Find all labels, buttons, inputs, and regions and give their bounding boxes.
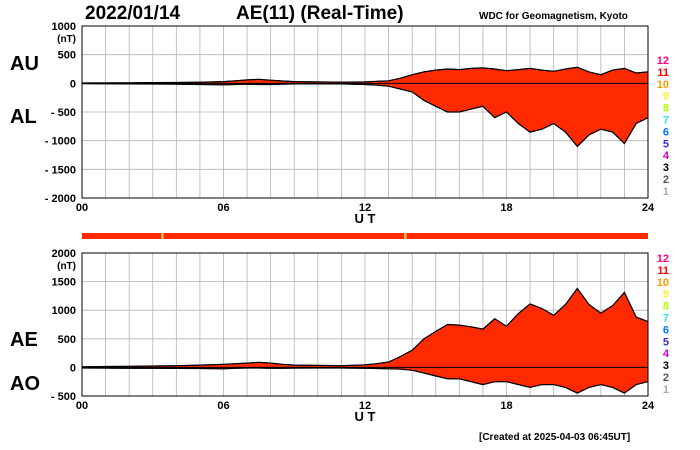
panel1-ytick-label: 1000 <box>52 21 76 33</box>
quality-bar-mark <box>404 233 407 239</box>
panel1-ytick-label: 500 <box>58 50 76 62</box>
panel1-level-label: 8 <box>663 103 669 115</box>
chart-title: AE(11) (Real-Time) <box>236 3 404 24</box>
panel1-level-label: 4 <box>663 150 670 162</box>
panel2-xtick-label: 18 <box>500 400 512 412</box>
panel1-unit-label: (nT) <box>57 34 76 45</box>
panel2-xtick-label: 00 <box>76 400 88 412</box>
panel1-xtick-label: 24 <box>642 202 655 214</box>
panel1-level-label: 9 <box>663 91 669 103</box>
panel1-level-label: 11 <box>657 67 669 79</box>
panel1-series-label: AL <box>10 106 37 128</box>
panel2-xtick-label: 06 <box>217 400 229 412</box>
panel2-level-label: 10 <box>657 277 669 289</box>
quality-bar <box>82 233 648 239</box>
panel2-level-label: 8 <box>663 301 669 313</box>
panel1-series-label: AU <box>10 53 39 75</box>
panel2-ytick-label: 0 <box>70 362 76 374</box>
created-timestamp: [Created at 2025-04-03 06:45UT] <box>479 432 631 443</box>
data-source: WDC for Geomagnetism, Kyoto <box>479 11 628 22</box>
panel2-level-label: 6 <box>663 324 669 336</box>
panel1-xtick-label: 12 <box>359 202 371 214</box>
panel2-unit-label: (nT) <box>57 261 76 272</box>
panel2-level-label: 5 <box>663 336 669 348</box>
panel2-level-label: 9 <box>663 289 669 301</box>
panel1-ytick-label: - 2000 <box>45 193 76 205</box>
panel2-level-label: 11 <box>657 265 669 277</box>
panel1-ytick-label: - 1500 <box>45 164 76 176</box>
panel1-frame <box>81 25 649 199</box>
panel2-ytick-label: 500 <box>58 334 76 346</box>
panel2-level-label: 3 <box>663 360 669 372</box>
panel1-level-label: 1 <box>663 186 669 198</box>
panel2-lower-line <box>81 367 649 394</box>
panel1-level-label: 7 <box>663 115 669 127</box>
panel2-ytick-label: 1500 <box>52 277 76 289</box>
panel1-xtick-label: 00 <box>76 202 88 214</box>
panel2-level-label: 1 <box>663 384 669 396</box>
panel2-level-label: 7 <box>663 313 669 325</box>
panel2-series-label: AE <box>10 329 38 351</box>
panel2-series-label: AO <box>10 373 40 395</box>
panel1-level-label: 5 <box>663 138 669 150</box>
panel2-xtick-label: 12 <box>359 400 371 412</box>
panel2-level-label: 12 <box>657 253 669 265</box>
panel1-lower-line <box>81 83 649 148</box>
panel1-level-label: 2 <box>663 174 669 186</box>
panel2-frame <box>81 252 649 397</box>
header-date: 2022/01/14 <box>85 3 181 24</box>
panel1-ytick-label: 0 <box>70 78 76 90</box>
panel1-xtick-label: 18 <box>500 202 512 214</box>
panel1-xtick-label: 06 <box>217 202 229 214</box>
panel1-level-label: 3 <box>663 162 669 174</box>
panel1-level-label: 10 <box>657 79 669 91</box>
panel2-upper-line <box>81 287 649 368</box>
panel2-ytick-label: 1000 <box>52 305 76 317</box>
panel2-level-label: 4 <box>663 348 670 360</box>
panel2-ytick-label: - 500 <box>51 391 76 403</box>
panel1-upper-line <box>81 66 649 84</box>
panel1-level-label: 12 <box>657 55 669 67</box>
panel2-xaxis-label: U T <box>355 409 376 424</box>
panel1-level-label: 6 <box>663 126 669 138</box>
panel2-level-label: 2 <box>663 372 669 384</box>
panel2-xtick-label: 24 <box>642 400 655 412</box>
panel1-ytick-label: - 500 <box>51 107 76 119</box>
panel1-ytick-label: - 1000 <box>45 136 76 148</box>
quality-bar-mark <box>161 233 164 239</box>
panel1-xaxis-label: U T <box>355 211 376 226</box>
panel2-ytick-label: 2000 <box>52 248 76 260</box>
